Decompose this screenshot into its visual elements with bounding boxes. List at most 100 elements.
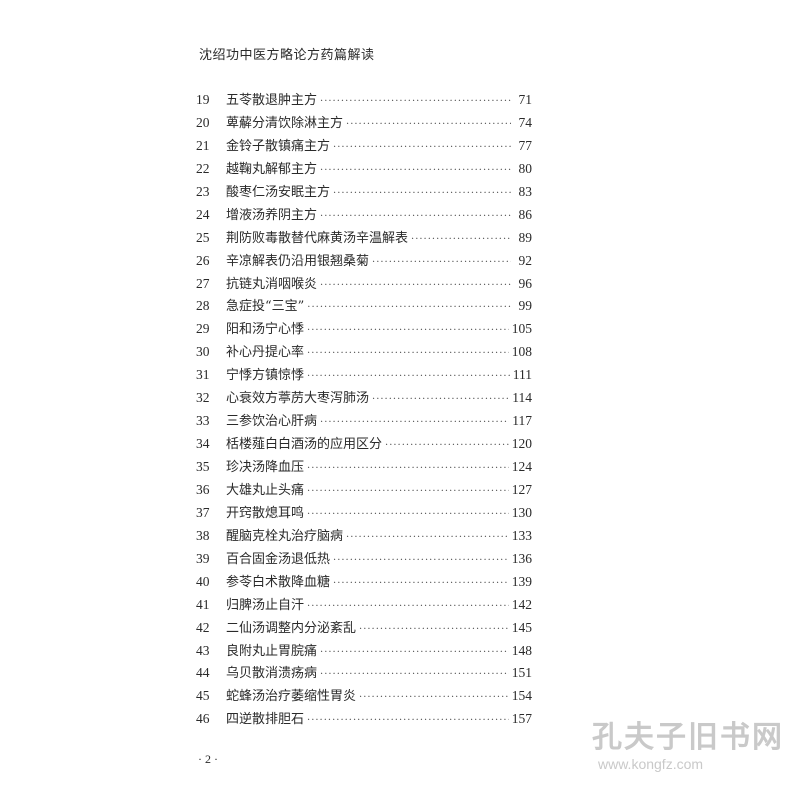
entry-page: 89 <box>518 229 533 245</box>
entry-number: 25 <box>196 229 210 245</box>
toc-entry[interactable]: 21 金铃子散镇痛主方 77 <box>196 135 532 158</box>
watermark-logo: 孔夫子旧书网 www.kongfz.com <box>592 712 784 772</box>
toc-entry[interactable]: 23 酸枣仁汤安眠主方 83 <box>196 181 532 204</box>
toc-entry[interactable]: 29 阳和汤宁心悸 105 <box>196 318 532 341</box>
toc-entry[interactable]: 36 大雄丸止头痛 127 <box>196 479 532 502</box>
entry-page: 99 <box>518 298 533 314</box>
dot-leader <box>320 647 509 658</box>
dot-leader <box>320 96 511 107</box>
entry-number: 21 <box>196 137 210 153</box>
entry-title: 增液汤养阴主方 <box>226 207 318 223</box>
toc-entry[interactable]: 20 萆薢分清饮除淋主方 74 <box>196 112 532 135</box>
dot-leader <box>320 211 511 222</box>
toc-entry[interactable]: 19 五苓散退肿主方 71 <box>196 89 532 112</box>
entry-number: 27 <box>196 275 210 291</box>
entry-title: 越鞠丸解郁主方 <box>226 161 318 177</box>
dot-leader <box>320 280 511 291</box>
entry-title: 心衰效方葶苈大枣泻肺汤 <box>226 391 370 407</box>
dot-leader <box>307 486 509 497</box>
entry-page: 124 <box>511 459 532 474</box>
toc-entry[interactable]: 32 心衰效方葶苈大枣泻肺汤 114 <box>196 387 532 410</box>
entry-number: 40 <box>196 573 210 589</box>
toc-entry[interactable]: 34 栝楼薤白白酒汤的应用区分 120 <box>196 433 532 456</box>
page-number: · 2 · <box>198 752 218 766</box>
entry-page: 71 <box>518 92 533 107</box>
toc-entry[interactable]: 42 二仙汤调整内分泌紊乱 145 <box>196 617 532 640</box>
entry-page: 130 <box>511 504 532 520</box>
toc-entry[interactable]: 27 抗链丸消咽喉炎 96 <box>196 273 532 296</box>
entry-page: 120 <box>511 436 532 452</box>
toc-entry[interactable]: 30 补心丹提心率 108 <box>196 341 532 364</box>
entry-number: 42 <box>196 619 210 635</box>
entry-number: 22 <box>196 160 210 176</box>
entry-title: 良附丸止胃脘痛 <box>226 643 318 659</box>
entry-page: 142 <box>511 596 532 612</box>
toc-entry[interactable]: 26 辛凉解表仍沿用银翘桑菊 92 <box>196 250 532 273</box>
dot-leader <box>307 348 509 359</box>
entry-number: 33 <box>196 413 210 429</box>
entry-title: 参苓白术散降血糖 <box>226 574 331 590</box>
toc-entry[interactable]: 39 百合固金汤退低热 136 <box>196 548 532 571</box>
dot-leader <box>307 509 509 520</box>
entry-page: 74 <box>518 114 533 130</box>
dot-leader <box>320 417 509 428</box>
toc-entry[interactable]: 46 四逆散排胆石 157 <box>196 708 532 731</box>
dot-leader <box>372 257 511 268</box>
entry-page: 83 <box>518 183 533 199</box>
toc-entry[interactable]: 22 越鞠丸解郁主方 80 <box>196 158 532 181</box>
entry-number: 30 <box>196 344 210 360</box>
entry-number: 39 <box>196 550 210 566</box>
entry-number: 36 <box>196 481 210 497</box>
entry-number: 19 <box>196 92 210 107</box>
dot-leader <box>411 234 511 245</box>
toc-entry[interactable]: 33 三参饮治心肝病 117 <box>196 410 532 433</box>
entry-page: 77 <box>518 137 533 153</box>
toc-entry[interactable]: 45 蛇蜂汤治疗萎缩性胃炎 154 <box>196 685 532 708</box>
toc-entry[interactable]: 41 归脾汤止自汗 142 <box>196 594 532 617</box>
entry-number: 38 <box>196 527 210 543</box>
entry-title: 五苓散退肿主方 <box>226 93 318 108</box>
entry-number: 46 <box>196 711 210 727</box>
watermark-text: 孔夫子旧书网 <box>592 720 784 755</box>
entry-title: 酸枣仁汤安眠主方 <box>226 184 331 200</box>
entry-title: 金铃子散镇痛主方 <box>226 138 331 154</box>
toc-entry[interactable]: 28 急症投“三宝” 99 <box>196 295 532 318</box>
toc-entry[interactable]: 37 开窍散熄耳鸣 130 <box>196 502 532 525</box>
entry-number: 35 <box>196 459 210 474</box>
entry-title: 归脾汤止自汗 <box>226 597 305 613</box>
table-of-contents: 19 五苓散退肿主方 71 20 萆薢分清饮除淋主方 74 21 金铃子散镇痛主方 77 22 越鞠… <box>196 89 532 731</box>
entry-number: 37 <box>196 504 210 520</box>
dot-leader <box>372 394 509 405</box>
entry-number: 26 <box>196 252 210 268</box>
dot-leader <box>307 371 510 382</box>
entry-title: 阳和汤宁心悸 <box>226 322 305 338</box>
entry-title: 辛凉解表仍沿用银翘桑菊 <box>226 253 370 269</box>
entry-title: 荆防败毒散替代麻黄汤辛温解表 <box>226 230 409 246</box>
toc-entry[interactable]: 44 乌贝散消溃疡病 151 <box>196 662 532 685</box>
entry-number: 44 <box>196 665 210 681</box>
entry-number: 32 <box>196 390 210 406</box>
entry-title: 补心丹提心率 <box>226 345 305 361</box>
toc-entry[interactable]: 35 珍决汤降血压 124 <box>196 456 532 479</box>
entry-page: 154 <box>511 688 532 704</box>
entry-number: 45 <box>196 688 210 704</box>
entry-title: 四逆散排胆石 <box>226 712 305 728</box>
toc-entry[interactable]: 31 宁悸方镇惊悸 111 <box>196 364 532 387</box>
entry-title: 开窍散熄耳鸣 <box>226 505 305 521</box>
entry-number: 29 <box>196 321 210 337</box>
entry-number: 34 <box>196 436 210 452</box>
toc-entry[interactable]: 43 良附丸止胃脘痛 148 <box>196 640 532 663</box>
entry-page: 136 <box>511 550 532 566</box>
entry-title: 抗链丸消咽喉炎 <box>226 276 318 292</box>
dot-leader <box>320 165 511 176</box>
toc-entry[interactable]: 24 增液汤养阴主方 86 <box>196 204 532 227</box>
toc-entry[interactable]: 25 荆防败毒散替代麻黄汤辛温解表 89 <box>196 227 532 250</box>
dot-leader <box>385 440 509 451</box>
entry-title: 百合固金汤退低热 <box>226 551 331 567</box>
toc-entry[interactable]: 40 参苓白术散降血糖 139 <box>196 571 532 594</box>
entry-number: 41 <box>196 596 210 612</box>
entry-number: 43 <box>196 642 210 658</box>
watermark-url: www.kongfz.com <box>598 756 704 772</box>
toc-entry[interactable]: 38 醒脑克栓丸治疗脑病 133 <box>196 525 532 548</box>
entry-page: 145 <box>511 619 532 635</box>
